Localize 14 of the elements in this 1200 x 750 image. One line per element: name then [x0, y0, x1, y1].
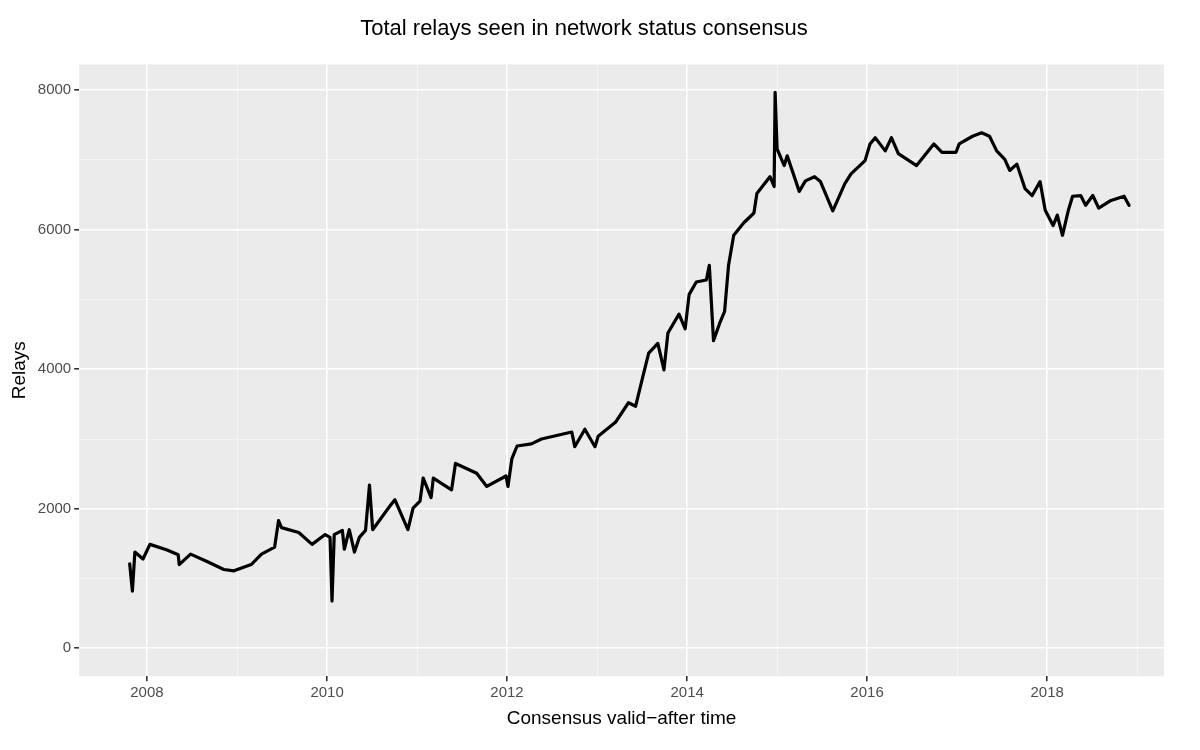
- y-tick-label: 4000: [37, 359, 72, 377]
- x-axis-title: Consensus valid−after time: [506, 706, 737, 728]
- y-tick-label: 0: [62, 638, 72, 656]
- x-tick-label: 2016: [850, 683, 884, 701]
- y-tick-label: 8000: [37, 80, 72, 98]
- x-tick-label: 2008: [130, 683, 164, 701]
- x-tick-label: 2018: [1030, 683, 1064, 701]
- y-tick-label: 6000: [37, 219, 72, 237]
- y-axis-title: Relays: [7, 341, 29, 400]
- x-tick-label: 2012: [490, 683, 524, 701]
- x-tick-label: 2010: [310, 683, 344, 701]
- y-tick-label: 2000: [37, 498, 72, 516]
- chart-title: Total relays seen in network status consensus: [360, 15, 808, 41]
- x-tick-label: 2014: [670, 683, 704, 701]
